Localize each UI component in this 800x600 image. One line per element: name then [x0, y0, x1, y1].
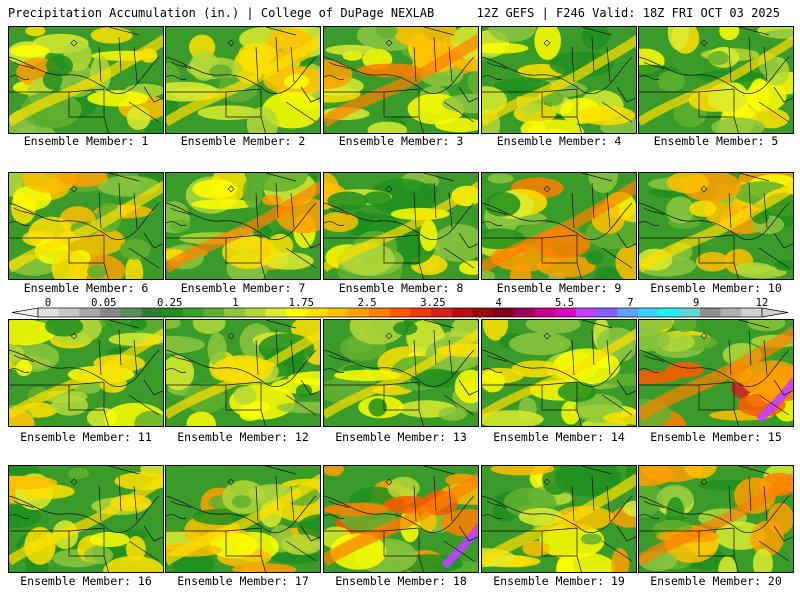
colorbar-tick-label: 5.5: [555, 297, 575, 309]
colorbar-swatch: [244, 308, 266, 317]
ensemble-map-20: [638, 465, 794, 573]
colorbar-swatch: [637, 308, 659, 317]
colorbar-swatch: [513, 308, 535, 317]
colorbar-min-arrow: [12, 307, 39, 318]
colorbar-swatch: [617, 308, 639, 317]
colorbar-swatch: [58, 308, 80, 317]
ensemble-map-12: [165, 319, 321, 427]
page-title: Precipitation Accumulation (in.) | Colle…: [8, 6, 435, 20]
ensemble-map-5: [638, 26, 794, 134]
ensemble-map-10: [638, 172, 794, 280]
colorbar-swatch: [286, 308, 308, 317]
colorbar-swatch: [679, 308, 701, 317]
ensemble-member-label: Ensemble Member: 13: [335, 430, 467, 444]
ensemble-map-9: [481, 172, 637, 280]
colorbar-swatch: [451, 308, 473, 317]
colorbar-tick-label: 2.5: [357, 297, 377, 309]
ensemble-map-16: [8, 465, 164, 573]
ensemble-member-label: Ensemble Member: 1: [23, 134, 149, 148]
colorbar-swatch: [389, 308, 411, 317]
colorbar-swatch: [348, 308, 370, 317]
ensemble-map-6: [8, 172, 164, 280]
colorbar-tick-label: 3.25: [420, 297, 446, 309]
ensemble-map-11: [8, 319, 164, 427]
colorbar-swatch: [431, 308, 453, 317]
ensemble-map-18: [323, 465, 479, 573]
colorbar-swatch: [699, 308, 721, 317]
colorbar-swatch: [368, 308, 390, 317]
ensemble-map-17: [165, 465, 321, 573]
colorbar-tick-label: 0.05: [91, 297, 117, 309]
ensemble-map-8: [323, 172, 479, 280]
colorbar-swatch: [741, 308, 763, 317]
colorbar-swatch: [658, 308, 680, 317]
colorbar-tick-label: 12: [755, 297, 769, 309]
colorbar-swatch: [555, 308, 577, 317]
colorbar-tick-label: 1.75: [288, 297, 314, 309]
colorbar-swatch: [534, 308, 556, 317]
ensemble-member-label: Ensemble Member: 18: [335, 574, 467, 588]
colorbar-swatch: [306, 308, 328, 317]
ensemble-map-15: [638, 319, 794, 427]
ensemble-member-label: Ensemble Member: 6: [23, 281, 149, 295]
run-info: 12Z GEFS | F246 Valid: 18Z FRI OCT 03 20…: [476, 6, 780, 20]
ensemble-member-label: Ensemble Member: 14: [493, 430, 625, 444]
ensemble-member-label: Ensemble Member: 19: [493, 574, 625, 588]
colorbar-swatch: [224, 308, 246, 317]
colorbar-swatch: [38, 308, 59, 317]
colorbar-swatch: [203, 308, 225, 317]
colorbar-swatch: [120, 308, 142, 317]
ensemble-map-3: [323, 26, 479, 134]
ensemble-member-label: Ensemble Member: 16: [20, 574, 152, 588]
ensemble-map-4: [481, 26, 637, 134]
ensemble-map-19: [481, 465, 637, 573]
colorbar: [12, 307, 788, 318]
colorbar-tick-label: 7: [627, 297, 634, 309]
colorbar-swatch: [265, 308, 287, 317]
ensemble-member-label: Ensemble Member: 3: [338, 134, 464, 148]
colorbar-tick-label: 4: [495, 297, 502, 309]
ensemble-member-label: Ensemble Member: 7: [180, 281, 306, 295]
colorbar-tick-label: 9: [693, 297, 700, 309]
colorbar-swatch: [79, 308, 101, 317]
ensemble-member-label: Ensemble Member: 12: [177, 430, 309, 444]
ensemble-member-label: Ensemble Member: 11: [20, 430, 152, 444]
colorbar-tick-label: 0.25: [156, 297, 183, 309]
colorbar-swatch: [182, 308, 204, 317]
ensemble-map-13: [323, 319, 479, 427]
ensemble-member-label: Ensemble Member: 9: [496, 281, 622, 295]
ensemble-map-2: [165, 26, 321, 134]
ensemble-member-label: Ensemble Member: 10: [650, 281, 782, 295]
colorbar-swatch: [720, 308, 742, 317]
colorbar-max-arrow: [761, 307, 788, 318]
colorbar-swatch: [162, 308, 184, 317]
ensemble-map-7: [165, 172, 321, 280]
colorbar-tick-label: 0: [44, 297, 52, 309]
colorbar-swatch: [472, 308, 494, 317]
colorbar-swatch: [327, 308, 349, 317]
colorbar-swatch: [410, 308, 432, 317]
ensemble-map-1: [8, 26, 164, 134]
colorbar-tick-label: 1: [232, 297, 239, 309]
ensemble-member-label: Ensemble Member: 17: [177, 574, 309, 588]
colorbar-swatch: [493, 308, 515, 317]
ensemble-member-label: Ensemble Member: 5: [653, 134, 779, 148]
colorbar-swatch: [575, 308, 597, 317]
ensemble-member-label: Ensemble Member: 8: [338, 281, 464, 295]
ensemble-map-14: [481, 319, 637, 427]
ensemble-member-label: Ensemble Member: 20: [650, 574, 782, 588]
ensemble-member-label: Ensemble Member: 4: [496, 134, 622, 148]
colorbar-swatch: [596, 308, 618, 317]
colorbar-swatch: [100, 308, 122, 317]
colorbar-swatch: [141, 308, 163, 317]
ensemble-member-label: Ensemble Member: 2: [180, 134, 306, 148]
ensemble-member-label: Ensemble Member: 15: [650, 430, 782, 444]
